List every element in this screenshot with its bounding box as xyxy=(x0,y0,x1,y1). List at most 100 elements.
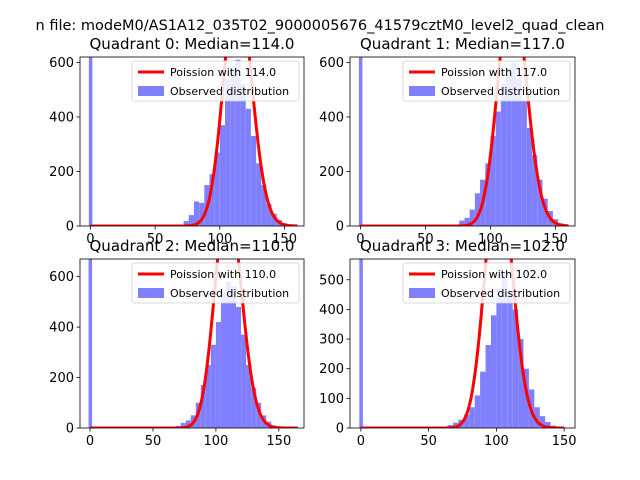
legend-box xyxy=(131,262,300,304)
y-tick-label: 200 xyxy=(49,371,74,386)
x-tick-label: 50 xyxy=(417,232,434,247)
x-tick-label: 100 xyxy=(484,434,509,449)
plot-frame xyxy=(79,56,305,227)
histogram-bar xyxy=(205,364,211,428)
legend-label: Observed distribution xyxy=(170,85,289,98)
histogram-bar xyxy=(210,344,216,428)
y-tick-label: 0 xyxy=(336,422,344,437)
legend-patch-swatch xyxy=(409,288,435,298)
plot-contents xyxy=(88,259,299,428)
histogram-bar xyxy=(236,306,242,428)
histogram-bar xyxy=(539,416,546,428)
x-tick-label: 0 xyxy=(357,434,365,449)
y-tick-label: 400 xyxy=(49,110,74,125)
histogram-spike-bar xyxy=(88,259,93,428)
histogram-bar xyxy=(511,62,517,226)
x-tick-label: 150 xyxy=(543,232,568,247)
histogram-bar xyxy=(521,100,527,226)
histogram-bar xyxy=(256,163,262,226)
histogram-bar xyxy=(463,414,470,428)
histogram-bar xyxy=(469,407,475,428)
y-tick-label: 300 xyxy=(319,333,344,348)
histogram-bar xyxy=(256,402,262,428)
x-tick-label: 0 xyxy=(356,232,364,247)
x-tick-label: 50 xyxy=(147,232,164,247)
histogram-bar xyxy=(180,422,186,428)
legend-patch-swatch xyxy=(409,86,435,96)
histogram-bar xyxy=(495,111,501,226)
subplot-title: Quadrant 0: Median=114.0 xyxy=(90,35,295,53)
legend-label: Poission with 102.0 xyxy=(441,268,547,281)
legend-label: Observed distribution xyxy=(441,85,560,98)
plot-contents xyxy=(359,259,565,428)
x-tick-label: 100 xyxy=(203,434,228,449)
x-tick-label: 150 xyxy=(272,232,297,247)
y-tick-label: 600 xyxy=(49,270,74,285)
legend: Poission with 114.0 Observed distribution xyxy=(131,60,300,102)
legend-label: Poission with 117.0 xyxy=(441,66,547,79)
y-tick-label: 400 xyxy=(319,303,344,318)
histogram-bar xyxy=(496,288,502,428)
x-tick-label: 150 xyxy=(552,434,577,449)
histogram-bar xyxy=(188,215,194,226)
y-tick-label: 200 xyxy=(49,165,74,180)
histogram-bar xyxy=(507,291,513,428)
y-tick-label: 200 xyxy=(319,362,344,377)
histogram-bar xyxy=(240,84,246,226)
histogram-bar xyxy=(516,78,522,226)
histogram-bar xyxy=(480,371,486,428)
poisson-curve-line xyxy=(89,259,299,428)
histogram-bar xyxy=(246,364,252,428)
legend-box xyxy=(402,262,571,304)
legend-patch-swatch xyxy=(138,86,164,96)
histogram-bar xyxy=(542,198,548,226)
legend-label: Observed distribution xyxy=(441,287,560,300)
x-tick-label: 50 xyxy=(420,434,437,449)
legend: Poission with 102.0 Observed distribution xyxy=(402,262,571,304)
histogram-bar xyxy=(469,209,475,226)
x-tick-label: 100 xyxy=(207,232,232,247)
figure-suptitle: n file: modeM0/AS1A12_035T02_9000005676_… xyxy=(36,18,605,34)
histogram-bar xyxy=(219,125,226,226)
histogram-bar xyxy=(534,407,540,428)
histogram-bar xyxy=(225,281,232,428)
histogram-bar xyxy=(209,174,215,226)
histogram-bar xyxy=(271,213,277,226)
histogram-bar xyxy=(235,59,241,226)
histogram-bar xyxy=(215,322,221,428)
histogram-bar xyxy=(490,315,497,428)
subplot-quadrant-3: 0 50 100 150 0 100 200 300 400 500 Quadrant 3: Med… xyxy=(319,237,577,449)
histogram-bar xyxy=(266,204,272,226)
legend: Poission with 117.0 Observed distribution xyxy=(402,60,571,102)
histogram-bar xyxy=(200,385,206,428)
histogram-bar xyxy=(523,368,529,428)
y-tick-label: 600 xyxy=(319,56,344,71)
legend-patch-swatch xyxy=(138,288,164,298)
histogram-bar xyxy=(251,387,257,428)
plot-frame xyxy=(79,258,305,429)
subplot-quadrant-2: 0 50 100 150 0 200 400 600 Quadrant 2: Median=11… xyxy=(49,237,305,449)
legend-box xyxy=(131,60,300,102)
y-tick-label: 500 xyxy=(319,273,344,288)
y-tick-label: 400 xyxy=(319,110,344,125)
y-tick-label: 100 xyxy=(319,392,344,407)
histogram-bar xyxy=(199,202,205,226)
y-tick-label: 400 xyxy=(49,321,74,336)
histogram-bar xyxy=(245,108,251,226)
histogram-bar xyxy=(537,179,543,226)
subplot-quadrant-0: 0 50 100 150 0 200 400 600 Quadrant 0: Median=11… xyxy=(49,35,305,247)
x-tick-label: 100 xyxy=(478,232,503,247)
x-tick-label: 0 xyxy=(86,232,94,247)
plot-frame xyxy=(349,56,576,227)
y-tick-label: 200 xyxy=(319,165,344,180)
x-tick-label: 50 xyxy=(145,434,162,449)
legend-label: Poission with 114.0 xyxy=(170,66,276,79)
histogram-bar xyxy=(474,395,481,428)
subplot-title: Quadrant 1: Median=117.0 xyxy=(360,35,565,53)
histogram-bar xyxy=(230,67,236,226)
subplot-grid: 0 50 100 150 0 200 400 600 Quadrant 0: Median=11… xyxy=(49,35,577,449)
histogram-bar xyxy=(506,67,512,226)
histogram-bar xyxy=(225,78,231,226)
histogram-bar xyxy=(545,422,551,428)
